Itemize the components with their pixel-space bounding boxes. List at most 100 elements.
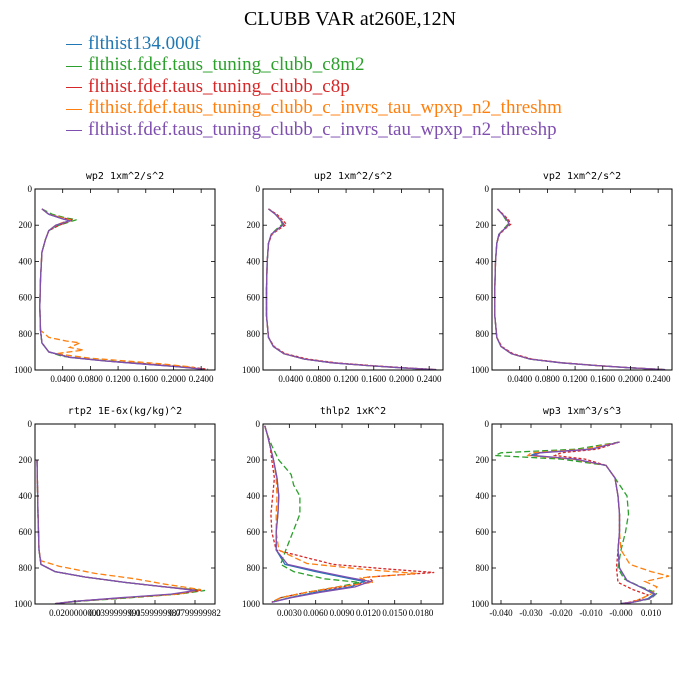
legend-label: flthist.fdef.taus_tuning_clubb_c_invrs_t… [88,97,562,119]
y-tick-label: 800 [19,329,33,339]
x-tick-label: 0.1600 [590,374,615,384]
series-line [494,208,666,370]
x-tick-label: 0.1200 [563,374,588,384]
series-line [265,208,437,370]
series-line [39,208,202,370]
y-tick-label: 200 [247,220,261,230]
x-tick-label: -0.000 [609,608,633,618]
series-line [264,425,373,603]
plot-frame [34,188,216,371]
series-line [552,441,650,604]
x-tick-label: 0.0800 [306,374,331,384]
series-line [494,208,666,370]
legend: flthist134.000f flthist.fdef.taus_tuning… [66,33,562,141]
y-tick-label: 0 [256,184,261,194]
legend-label: flthist.fdef.taus_tuning_clubb_c8m2 [88,54,365,76]
panel-title: thlp2 1xK^2 [320,406,386,417]
series-line [264,425,435,603]
y-tick-label: 1000 [471,365,490,375]
series-line [265,208,437,370]
x-tick-label: 0.010 [641,608,662,618]
y-tick-label: 1000 [471,599,490,609]
x-tick-label: 0.0120 [356,608,381,618]
y-tick-label: 600 [247,293,261,303]
x-tick-label: 0.0599999987 [129,608,181,618]
y-tick-label: 400 [19,491,33,501]
panel-title: up2 1xm^2/s^2 [314,171,392,182]
y-tick-label: 600 [476,293,490,303]
plot-frame [262,188,444,371]
y-tick-label: 1000 [14,365,33,375]
x-tick-label: 0.0400 [507,374,532,384]
x-tick-label: 0.1600 [133,374,158,384]
series-line [265,208,437,370]
legend-item: flthist.fdef.taus_tuning_clubb_c8p [66,76,562,98]
x-tick-label: 0.2400 [417,374,442,384]
y-tick-label: 400 [247,256,261,266]
y-tick-label: 800 [476,563,490,573]
series-line [39,208,209,370]
series-line [39,208,195,368]
figure-title: CLUBB VAR at260E,12N [243,8,457,30]
series-line [494,208,666,370]
series-line [264,425,360,603]
x-tick-label: -0.030 [519,608,543,618]
y-tick-label: 600 [19,527,33,537]
y-tick-label: 800 [247,563,261,573]
legend-swatch [66,108,82,110]
x-tick-label: 0.0400 [278,374,303,384]
series-line [494,208,666,370]
y-tick-label: 600 [476,527,490,537]
y-tick-label: 400 [247,491,261,501]
series-line [264,425,367,603]
series-line [39,208,205,370]
x-tick-label: 0.0060 [303,608,328,618]
y-tick-label: 1000 [14,599,33,609]
panel-title: wp2 1xm^2/s^2 [86,171,164,182]
series-line [528,441,656,604]
x-tick-label: 0.0150 [382,608,407,618]
y-tick-label: 600 [247,527,261,537]
x-tick-label: 0.2400 [189,374,214,384]
series-line [494,208,666,370]
legend-swatch [66,44,82,46]
legend-item: flthist.fdef.taus_tuning_clubb_c_invrs_t… [66,97,562,120]
panel-title: wp3 1xm^3/s^3 [543,406,621,417]
x-tick-label: 0.0400 [50,374,75,384]
series-line [36,459,196,604]
series-line [526,441,670,604]
y-tick-label: 200 [19,455,33,465]
x-tick-label: 0.2400 [646,374,671,384]
legend-item: flthist.fdef.taus_tuning_clubb_c8m2 [66,54,562,77]
y-tick-label: 800 [247,329,261,339]
x-tick-label: 0.0800 [535,374,560,384]
x-tick-label: 0.0180 [409,608,434,618]
x-tick-label: 0.2000 [389,374,414,384]
series-line [494,441,659,604]
x-tick-label: 0.0090 [330,608,355,618]
y-tick-label: 800 [476,329,490,339]
y-tick-label: 1000 [242,599,261,609]
y-tick-label: 800 [19,563,33,573]
x-tick-label: -0.020 [549,608,573,618]
legend-label: flthist134.000f [88,32,201,54]
x-tick-label: 0.0800 [78,374,103,384]
y-tick-label: 0 [256,419,261,429]
y-tick-label: 200 [476,455,490,465]
panel-title: rtp2 1E-6x(kg/kg)^2 [68,406,182,417]
y-tick-label: 200 [19,220,33,230]
x-tick-label: 0.0030 [277,608,302,618]
legend-swatch [66,65,82,67]
legend-item: flthist.fdef.taus_tuning_clubb_c_invrs_t… [66,119,562,141]
x-tick-label: -0.010 [579,608,603,618]
legend-item: flthist134.000f [66,33,562,55]
plot-frame [262,423,444,605]
x-tick-label: 0.1600 [361,374,386,384]
y-tick-label: 600 [19,293,33,303]
y-tick-label: 200 [476,220,490,230]
y-tick-label: 400 [19,256,33,266]
x-tick-label: 0.2000 [618,374,643,384]
y-tick-label: 1000 [242,365,261,375]
plot-frame [34,423,216,605]
